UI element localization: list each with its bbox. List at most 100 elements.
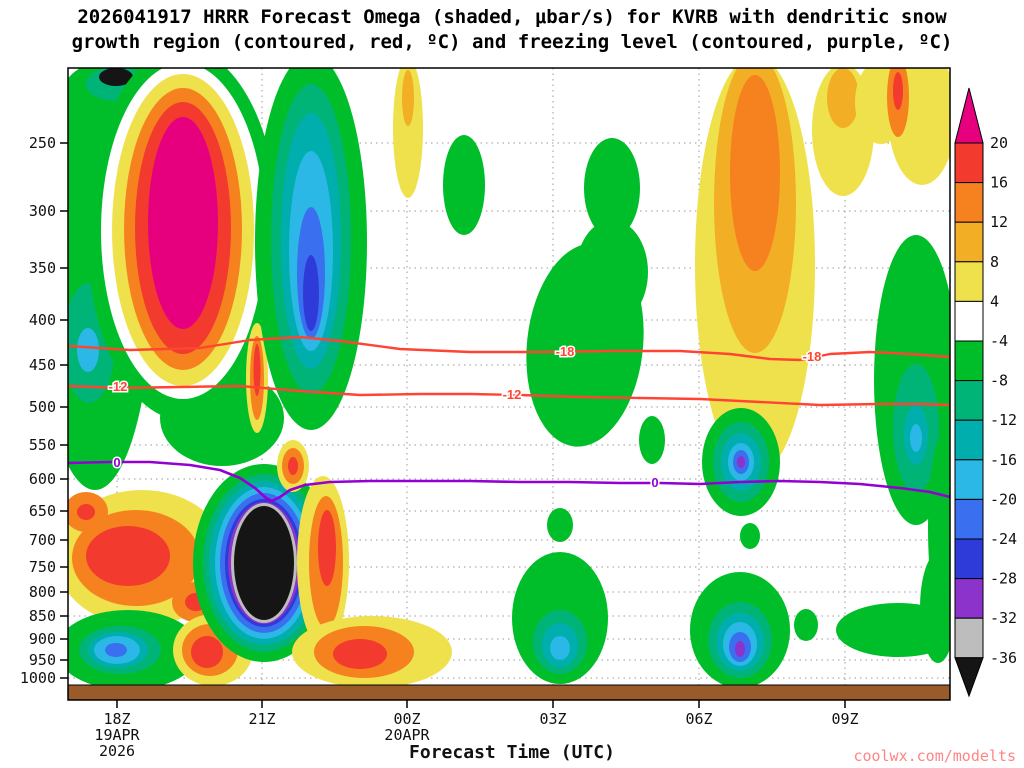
date-label: 19APR: [94, 726, 140, 744]
omega-blob-ring: [893, 72, 903, 110]
colorbar-tick-label: -4: [990, 332, 1008, 350]
omega-blob-ring: [735, 641, 745, 657]
colorbar-tick-label: 20: [990, 134, 1008, 152]
colorbar-segment: [954, 142, 984, 184]
dendritic-growth-minus18-label: -18: [803, 349, 822, 364]
omega-blob-ring: [443, 135, 485, 235]
colorbar-bottom-arrow: [954, 657, 984, 698]
x-tick-label: 00Z: [393, 710, 420, 728]
omega-blob-ring: [318, 510, 336, 586]
omega-blob-ring: [191, 636, 223, 668]
surface-ground-bar: [67, 684, 951, 701]
colorbar-tick-label: -8: [990, 372, 1008, 390]
colorbar-segment: [954, 182, 984, 223]
omega-blob-ring: [253, 344, 261, 396]
dendritic-growth-minus12-contour: [68, 384, 950, 407]
omega-blob-ring: [99, 68, 133, 86]
omega-blob-ring: [910, 424, 922, 452]
date-label: 2026: [99, 742, 135, 760]
omega-blob-ring: [584, 138, 640, 238]
omega-blob-ring: [402, 70, 414, 126]
omega-blob-ring: [794, 609, 818, 641]
colorbar-segment: [954, 578, 984, 619]
dendritic-growth-minus18-contour: [68, 335, 950, 362]
y-tick-label: 950: [29, 651, 56, 669]
freezing-level-0-label: 0: [651, 475, 658, 490]
y-tick-label: 500: [29, 398, 56, 416]
colorbar-tick-label: -12: [990, 411, 1017, 429]
colorbar-segment: [954, 459, 984, 500]
dendritic-growth-minus12-label: -12: [109, 379, 128, 394]
y-tick-label: 300: [29, 202, 56, 220]
colorbar-segment: [954, 419, 984, 461]
omega-blob-ring: [827, 68, 859, 128]
x-tick-label: 18Z: [103, 710, 130, 728]
colorbar-segment: [954, 617, 984, 659]
x-tick-label: 06Z: [685, 710, 712, 728]
x-tick-label: 21Z: [248, 710, 275, 728]
colorbar-tick-label: 8: [990, 253, 999, 271]
plot-frame: [67, 67, 951, 701]
colorbar: 20 16 12 8 4 -4 -8 -12 -16 -20 -24 -28 -32 -36: [954, 87, 1017, 698]
colorbar-tick-label: -36: [990, 649, 1017, 667]
dendritic-growth-minus18-label: -18: [556, 344, 575, 359]
omega-blob-ring: [550, 636, 570, 660]
omega-blob-ring: [148, 117, 218, 329]
omega-blob-ring: [740, 523, 760, 549]
colorbar-top-arrow: [954, 87, 984, 144]
omega-blob-ring: [576, 220, 648, 324]
x-tick-label: 09Z: [831, 710, 858, 728]
omega-blob-ring: [77, 328, 99, 372]
y-tick-label: 900: [29, 630, 56, 648]
omega-blob-ring: [105, 643, 127, 657]
colorbar-segment: [954, 261, 984, 302]
omega-blob-ring: [730, 75, 780, 271]
contour-lines: [68, 335, 950, 503]
colorbar-segment: [954, 221, 984, 263]
colorbar-tick-label: -32: [990, 609, 1017, 627]
colorbar-segment: [954, 300, 984, 342]
x-tick-label: 03Z: [539, 710, 566, 728]
colorbar-tick-label: -24: [990, 530, 1017, 548]
y-tick-label: 800: [29, 583, 56, 601]
y-tick-label: 450: [29, 356, 56, 374]
chart-title: 2026041917 HRRR Forecast Omega (shaded, …: [0, 5, 1024, 55]
y-tick-label: 850: [29, 607, 56, 625]
watermark-link[interactable]: coolwx.com/modelts: [853, 747, 1016, 765]
omega-blob-ring: [288, 457, 298, 475]
y-tick-label: 700: [29, 531, 56, 549]
colorbar-segment: [954, 340, 984, 382]
omega-blob-ring: [77, 504, 95, 520]
omega-blob-ring: [234, 506, 294, 620]
omega-blob-ring: [639, 416, 665, 464]
chart-title-line2: growth region (contoured, red, ºC) and f…: [71, 31, 953, 53]
y-tick-label: 600: [29, 470, 56, 488]
omega-shading: [68, 68, 950, 690]
freezing-level-0-contour: [68, 460, 950, 503]
colorbar-segment: [954, 498, 984, 540]
dendritic-growth-minus12-label: -12: [503, 387, 522, 402]
freezing-level-0-label: 0: [113, 455, 120, 470]
y-tick-label: 350: [29, 259, 56, 277]
omega-blob-ring: [86, 526, 170, 586]
y-tick-label: 250: [29, 134, 56, 152]
colorbar-tick-label: -28: [990, 570, 1017, 588]
colorbar-tick-label: 12: [990, 213, 1008, 231]
chart-title-line1: 2026041917 HRRR Forecast Omega (shaded, …: [77, 6, 947, 28]
colorbar-tick-label: 4: [990, 292, 999, 310]
colorbar-tick-label: -16: [990, 451, 1017, 469]
omega-blob-ring: [547, 508, 573, 542]
date-label: 20APR: [384, 726, 430, 744]
colorbar-segment: [954, 380, 984, 421]
colorbar-segment: [954, 538, 984, 580]
colorbar-tick-label: -20: [990, 490, 1017, 508]
omega-blob-ring: [737, 456, 745, 468]
omega-blob-ring: [333, 639, 387, 669]
y-tick-label: 750: [29, 558, 56, 576]
omega-blob-ring: [920, 553, 950, 663]
y-tick-label: 400: [29, 311, 56, 329]
y-tick-label: 650: [29, 502, 56, 520]
y-tick-label: 550: [29, 436, 56, 454]
